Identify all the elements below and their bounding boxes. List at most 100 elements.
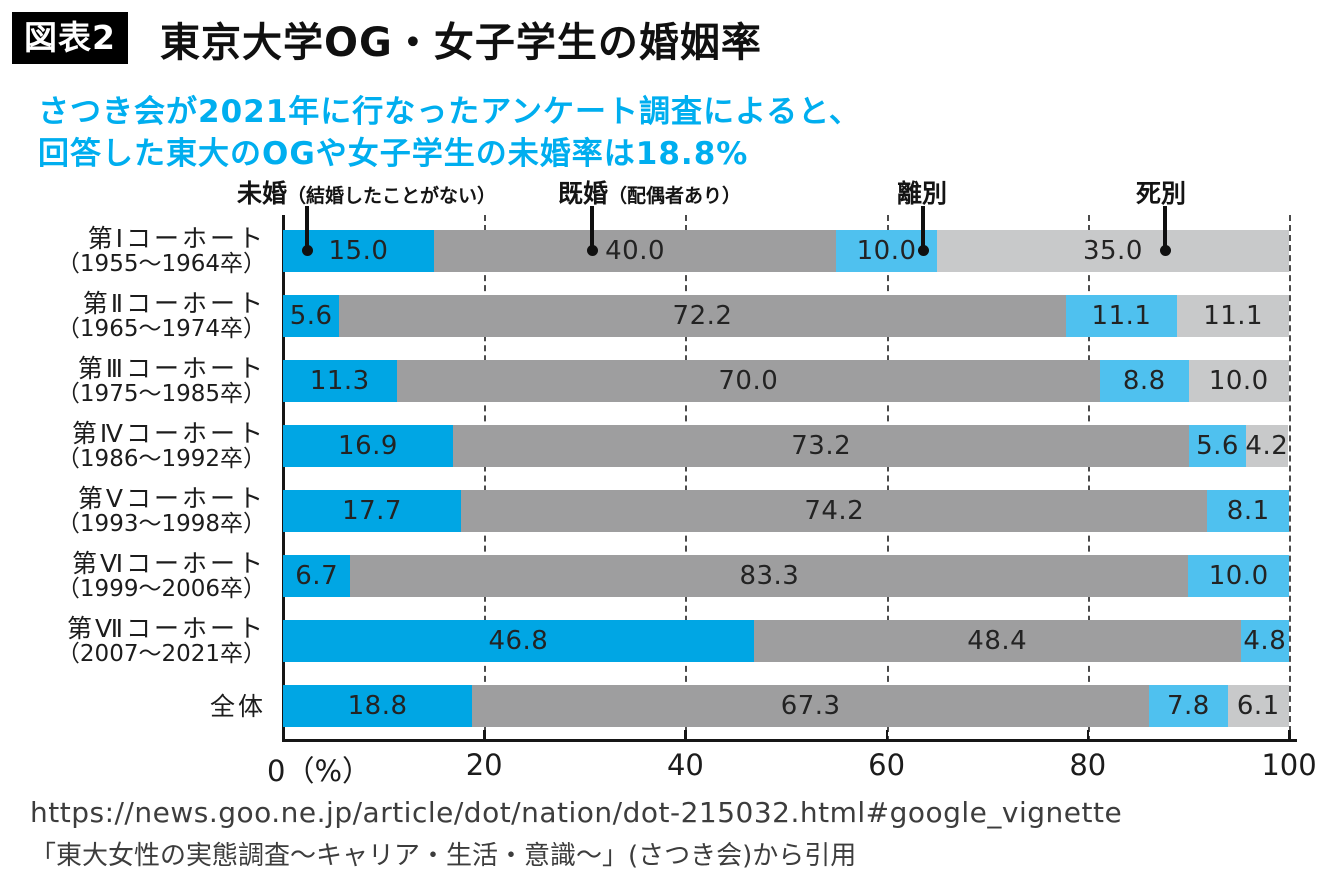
- value-label: 7.8: [1166, 691, 1210, 721]
- bar-segment: 72.2: [339, 295, 1066, 337]
- category-label: 第Ⅵコーホート （1999〜2006卒）: [8, 550, 266, 602]
- axis-tick: [885, 730, 889, 739]
- value-label: 74.2: [804, 496, 865, 526]
- bar-row: 18.8 67.3 7.8 6.1: [283, 685, 1289, 727]
- bar-segment: 48.4: [753, 620, 1241, 662]
- value-label: 67.3: [780, 691, 841, 721]
- bar-segment: 5.6: [1189, 425, 1246, 467]
- axis-tick: [483, 730, 486, 739]
- plot-area: 15.0 40.0 10.0 35.0 5.6 72.2 11.1 11.1 11.3 70.0 8…: [282, 206, 1297, 742]
- legend-item: 既婚（配偶者あり）: [558, 174, 741, 210]
- value-label: 83.3: [739, 561, 800, 591]
- cohort-name: 第Ⅶコーホート: [67, 613, 266, 643]
- category-label: 第Ⅳコーホート （1986〜1992卒）: [8, 420, 266, 472]
- x-tick-label: 100: [1261, 748, 1317, 782]
- value-label: 72.2: [672, 301, 733, 331]
- pointer-line: [921, 206, 925, 251]
- pointer-line: [590, 206, 594, 251]
- legend-label: 既婚: [558, 179, 609, 208]
- x-axis-line: [282, 739, 1297, 742]
- legend-label: 死別: [1136, 179, 1187, 208]
- bar-segment: 10.0: [1188, 555, 1289, 597]
- value-label: 4.2: [1245, 431, 1289, 461]
- bar-segment: 6.1: [1227, 685, 1289, 727]
- category-label: 第Ⅱコーホート （1965〜1974卒）: [8, 290, 266, 342]
- bar-segment: 6.7: [283, 555, 351, 597]
- source-citation: 「東大女性の実態調査〜キャリア・生活・意識〜」(さつき会)から引用: [30, 841, 857, 871]
- bar-segment: 35.0: [936, 230, 1289, 272]
- axis-tick: [684, 730, 687, 739]
- y-axis-line: [282, 215, 285, 742]
- bar-segment: 5.6: [283, 295, 340, 337]
- bar-row: 5.6 72.2 11.1 11.1: [283, 295, 1289, 337]
- value-label: 17.7: [342, 496, 402, 526]
- x-tick-label: 0（%）: [267, 754, 372, 788]
- x-tick-label: 60: [868, 748, 906, 782]
- bar-segment: 7.8: [1149, 685, 1228, 727]
- value-label: 5.6: [289, 301, 333, 331]
- bar-segment: 18.8: [283, 685, 473, 727]
- cohort-name: 第Ⅱコーホート: [82, 288, 266, 318]
- category-label: 第Ⅴコーホート （1993〜1998卒）: [8, 485, 266, 537]
- legend-item: 未婚（結婚したことがない）: [237, 174, 496, 210]
- pointer-dot: [586, 245, 598, 256]
- value-label: 16.9: [338, 431, 398, 461]
- source-url: https://news.goo.ne.jp/article/dot/natio…: [30, 796, 1123, 829]
- cohort-name: 第Ⅳコーホート: [71, 418, 266, 448]
- value-label: 35.0: [1082, 236, 1143, 266]
- legend-item: 離別: [897, 174, 947, 210]
- bar-row: 15.0 40.0 10.0 35.0: [283, 230, 1289, 272]
- bar-segment: 67.3: [472, 685, 1150, 727]
- category-label: 全体: [8, 680, 266, 732]
- legend-label: 離別: [897, 179, 948, 208]
- cohort-years: （1999〜2006卒）: [56, 575, 266, 602]
- gridline: [886, 215, 889, 742]
- value-label: 15.0: [328, 236, 389, 266]
- figure-number-badge: 図表2: [12, 12, 128, 64]
- value-label: 6.1: [1236, 691, 1280, 721]
- gridline: [1289, 215, 1291, 742]
- pointer-dot: [301, 245, 313, 256]
- bar-segment: 4.8: [1240, 620, 1289, 662]
- cohort-years: （1955〜1964卒）: [56, 250, 266, 277]
- bar-segment: 8.8: [1100, 360, 1189, 402]
- bar-segment: 11.1: [1177, 295, 1289, 337]
- page-title: 東京大学OG・女子学生の婚姻率: [160, 20, 762, 66]
- cohort-name: 第Ⅲコーホート: [77, 353, 266, 383]
- gridline: [484, 215, 487, 742]
- value-label: 8.1: [1226, 496, 1270, 526]
- cohort-name: 第Ⅰコーホート: [87, 223, 266, 253]
- bar-segment: 40.0: [433, 230, 837, 272]
- bar-segment: 8.1: [1207, 490, 1289, 532]
- bar-segment: 4.2: [1245, 425, 1289, 467]
- x-tick-label: 80: [1069, 748, 1107, 782]
- cohort-years: （1993〜1998卒）: [56, 510, 266, 537]
- value-label: 70.0: [718, 366, 779, 396]
- bar-row: 11.3 70.0 8.8 10.0: [283, 360, 1290, 402]
- value-label: 6.7: [295, 561, 339, 591]
- category-label: 第Ⅲコーホート （1975〜1985卒）: [8, 355, 266, 407]
- pointer-line: [1163, 206, 1167, 251]
- value-label: 18.8: [347, 691, 408, 721]
- cohort-years: （1975〜1985卒）: [56, 380, 266, 407]
- legend-note: （結婚したことがない）: [287, 185, 497, 207]
- value-label: 8.8: [1122, 366, 1166, 396]
- bar-segment: 11.3: [283, 360, 397, 402]
- bar-segment: 16.9: [283, 425, 453, 467]
- cohort-name: 全体: [209, 691, 266, 721]
- value-label: 4.8: [1243, 626, 1287, 656]
- gridline: [685, 215, 688, 742]
- category-label: 第Ⅰコーホート （1955〜1964卒）: [8, 225, 266, 277]
- bar-segment: 73.2: [453, 425, 1190, 467]
- subtitle-line-1: さつき会が2021年に行なったアンケート調査によると、: [38, 94, 861, 130]
- bar-segment: 17.7: [283, 490, 462, 532]
- bar-row: 46.8 48.4 4.8: [283, 620, 1289, 662]
- bar-segment: 74.2: [461, 490, 1208, 532]
- gridline: [1087, 215, 1090, 742]
- x-tick-label: 20: [465, 748, 503, 782]
- bar-segment: 10.0: [1188, 360, 1290, 402]
- x-tick-label: 40: [666, 748, 704, 782]
- value-label: 48.4: [967, 626, 1028, 656]
- bar-row: 6.7 83.3 10.0: [283, 555, 1289, 597]
